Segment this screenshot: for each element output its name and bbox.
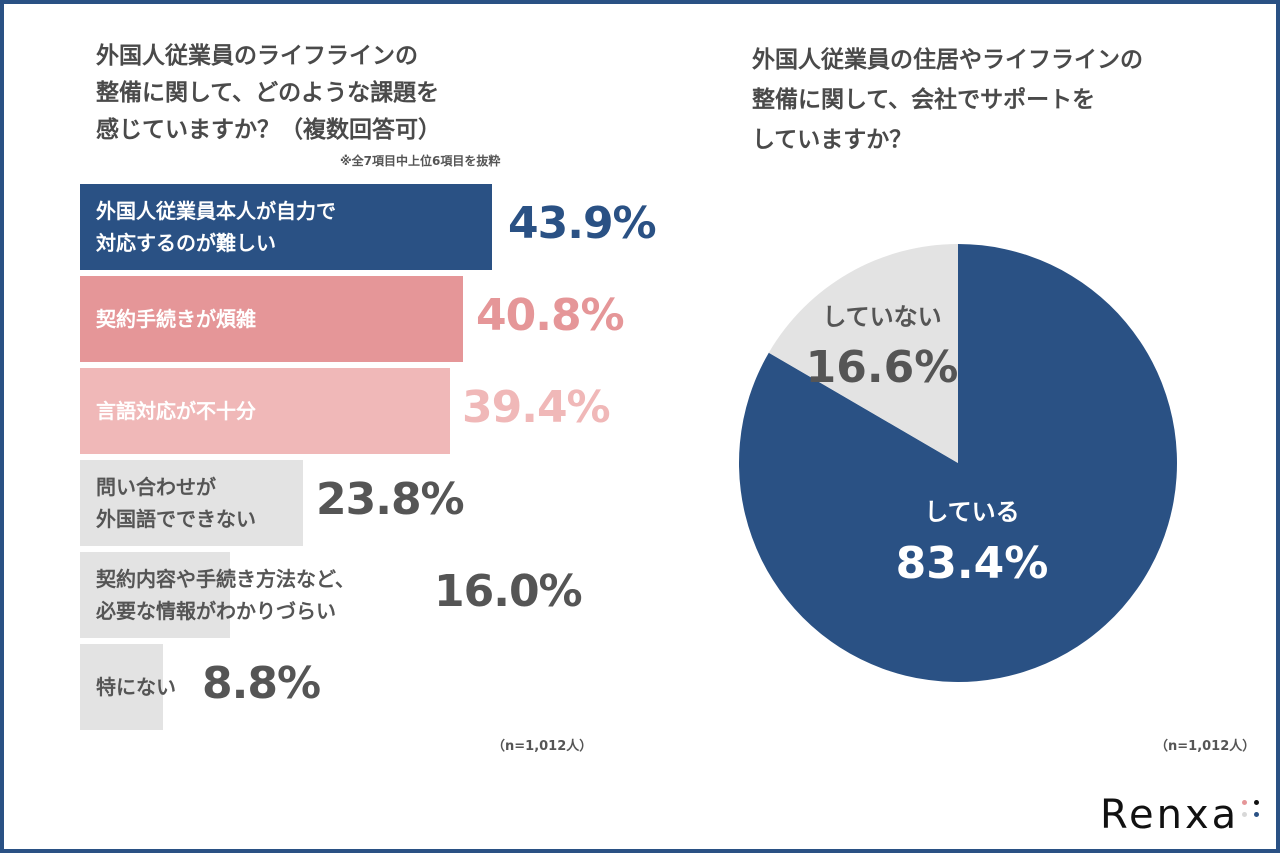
bar-label: 契約内容や手続き方法など、 必要な情報がわかりづらい <box>96 567 355 623</box>
pie-slice <box>768 244 958 463</box>
bar <box>80 552 231 638</box>
bar-label: 特にない <box>96 675 176 699</box>
logo-dot <box>1254 800 1259 805</box>
logo-dot <box>1242 812 1247 817</box>
pie-chart-title: 外国人従業員の住居やライフラインの 整備に関して、会社でサポートを していますか… <box>752 47 1143 153</box>
bar-value-label: 39.4% <box>462 382 611 433</box>
pie-chart-sample-size: （n=1,012人） <box>1155 739 1256 754</box>
logo-dot <box>1242 800 1247 805</box>
pie-slice-label: している <box>924 498 1019 526</box>
bar-value-label: 8.8% <box>202 658 321 709</box>
bar-chart-title: 外国人従業員のライフラインの 整備に関して、どのような課題を 感じていますか？（… <box>96 43 441 143</box>
pie-slice-value: 16.6% <box>806 342 959 393</box>
renxa-logo: Renxa <box>1100 792 1240 838</box>
bar-label: 言語対応が不十分 <box>96 399 256 423</box>
bar-value-label: 23.8% <box>316 474 465 525</box>
logo-dot <box>1254 812 1259 817</box>
bar-chart-note: ※全7項目中上位6項目を抜粋 <box>340 154 501 168</box>
bar <box>80 644 163 730</box>
bar-label: 問い合わせが 外国語でできない <box>96 475 256 531</box>
bar-value-label: 16.0% <box>434 566 583 617</box>
bar <box>80 368 450 454</box>
pie-slice-value: 83.4% <box>896 538 1049 589</box>
bar-chart-sample-size: （n=1,012人） <box>492 739 593 754</box>
pie-slice-label: していない <box>822 303 941 331</box>
bar <box>80 460 304 546</box>
bar-value-label: 43.9% <box>508 198 657 249</box>
bar-label: 外国人従業員本人が自力で 対応するのが難しい <box>96 199 336 255</box>
bar <box>80 276 463 362</box>
bar <box>80 184 492 270</box>
bar-value-label: 40.8% <box>476 290 625 341</box>
bar-label: 契約手続きが煩雑 <box>96 307 256 331</box>
